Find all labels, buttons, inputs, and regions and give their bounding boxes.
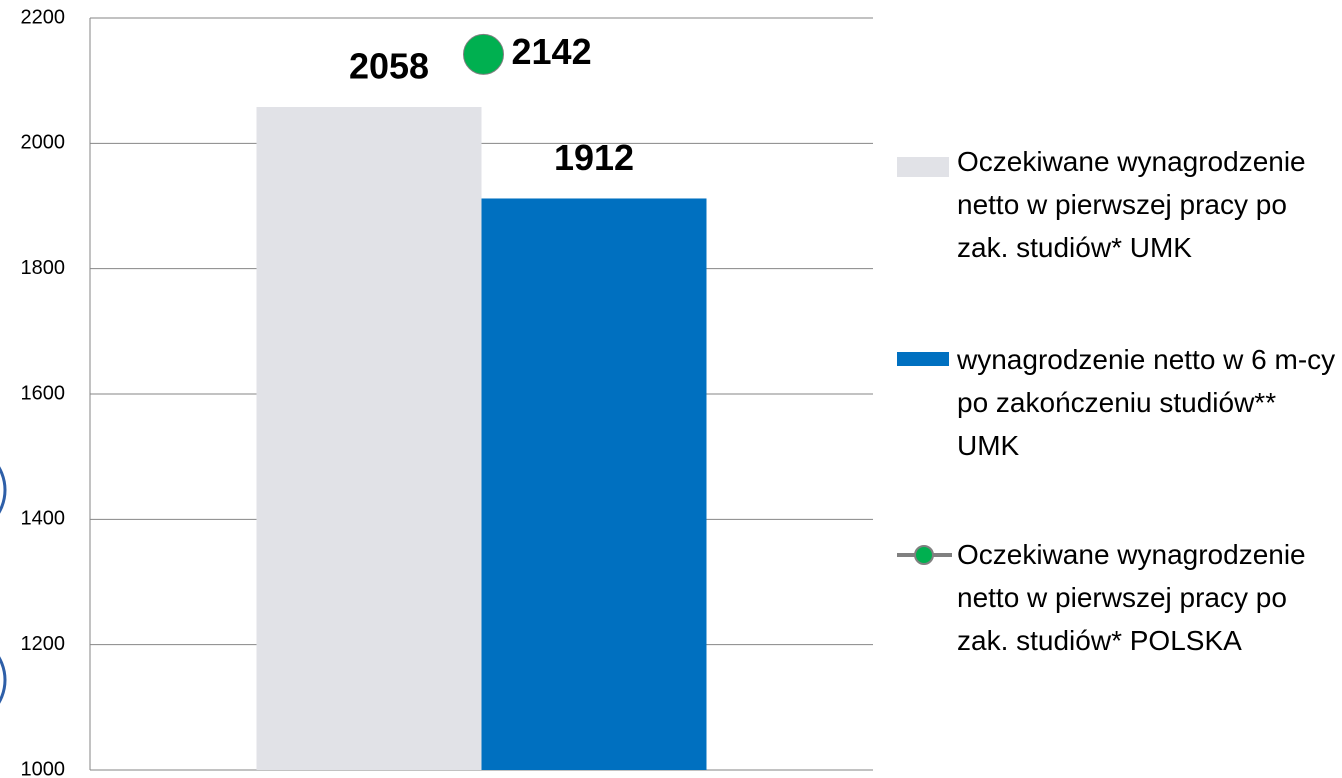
y-tick-label: 1200 — [21, 633, 66, 655]
decoration — [0, 466, 7, 514]
legend-label: Oczekiwane wynagrodzenie netto w pierwsz… — [957, 146, 1306, 263]
y-tick-label: 2200 — [21, 6, 66, 28]
bar — [256, 106, 482, 770]
legend-swatch — [897, 157, 949, 177]
y-tick-label: 1400 — [21, 508, 66, 530]
y-tick-label: 1600 — [21, 382, 66, 404]
point-marker — [463, 33, 504, 75]
legend-swatch — [897, 352, 949, 366]
data-label: 1912 — [554, 137, 634, 178]
data-label: 2058 — [349, 46, 429, 87]
y-tick-label: 2000 — [21, 132, 66, 154]
legend-label: wynagrodzenie netto w 6 m-cy po zakończe… — [957, 344, 1336, 461]
y-tick-label: 1000 — [21, 758, 66, 778]
bar — [481, 198, 707, 771]
legend-label: Oczekiwane wynagrodzenie netto w pierwsz… — [957, 539, 1306, 656]
data-label: 2142 — [512, 31, 592, 72]
decoration — [0, 656, 7, 704]
legend-marker — [914, 545, 934, 565]
y-tick-label: 1800 — [21, 257, 66, 279]
